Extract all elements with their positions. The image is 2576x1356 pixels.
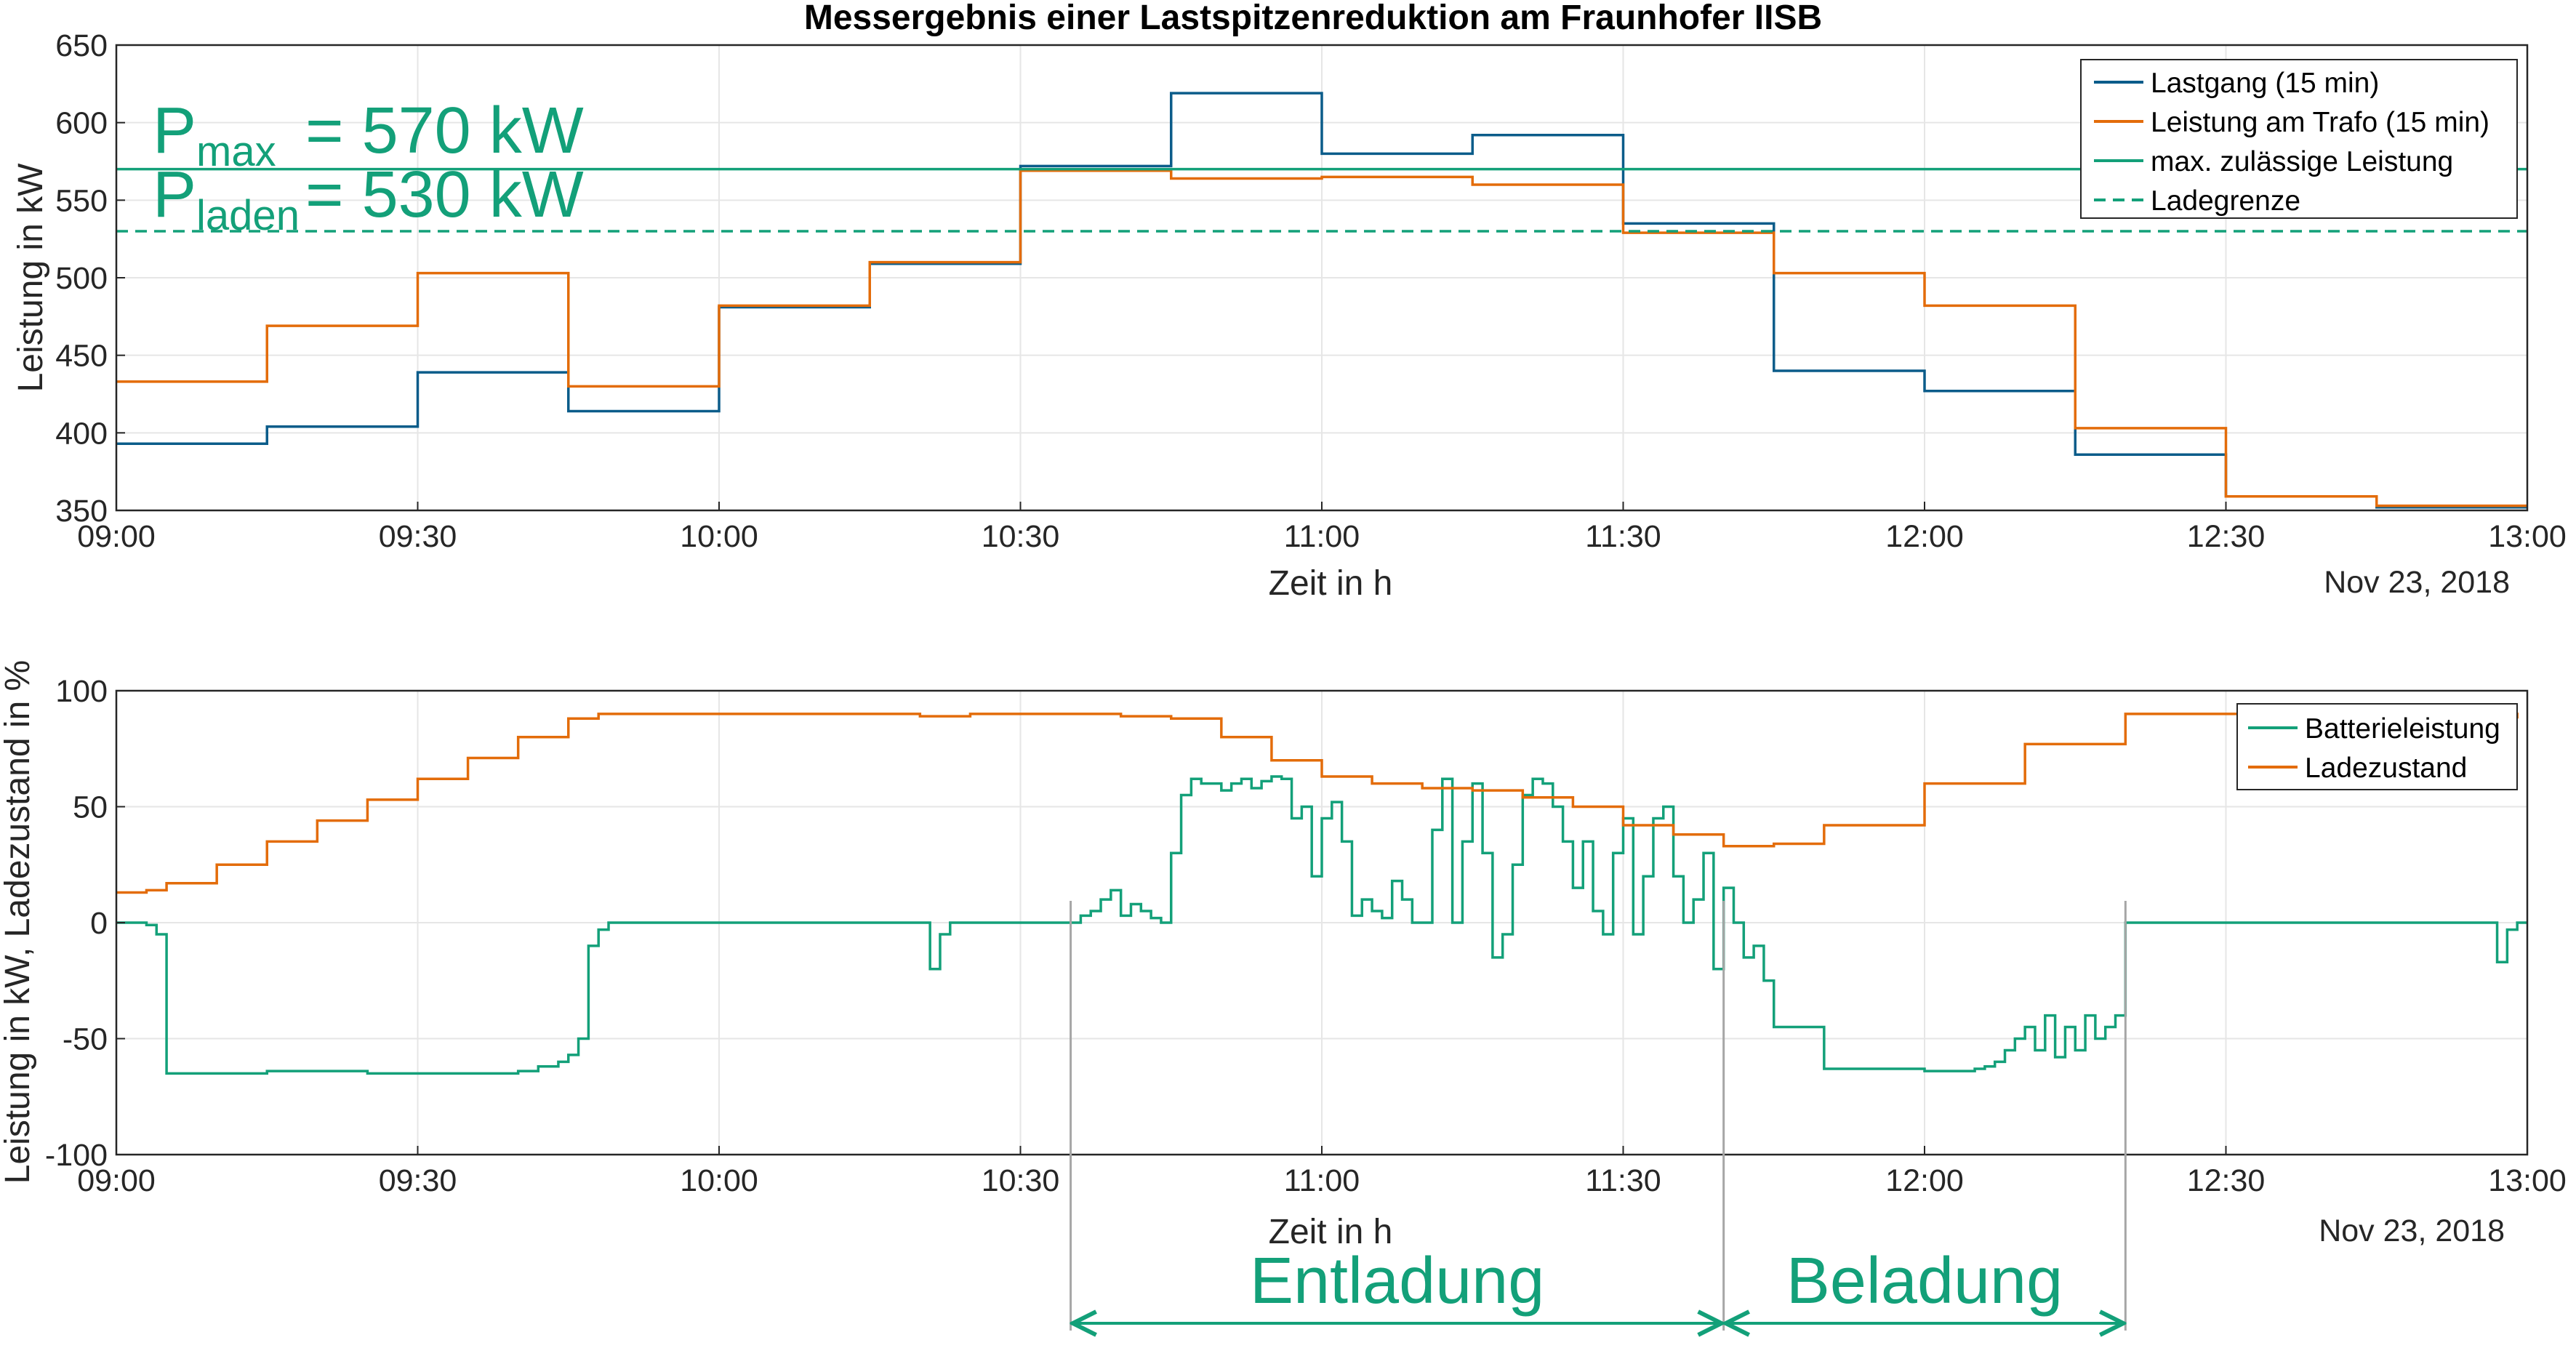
series-line-batterieleistung	[116, 775, 2527, 1075]
top-date-label: Nov 23, 2018	[2324, 565, 2510, 600]
series-line-leistung-am-trafo-15-min	[116, 169, 2527, 508]
pladen-subscript: laden	[196, 192, 300, 239]
y-tick-label: -100	[45, 1138, 108, 1173]
legend-text-soc: Ladezustand	[2305, 753, 2467, 784]
legend-text-lastgang: Lastgang (15 min)	[2151, 68, 2379, 99]
x-tick-label: 11:00	[1284, 519, 1360, 554]
x-tick-label: 13:00	[2488, 519, 2567, 554]
bottom-xlabel: Zeit in h	[1269, 1213, 1393, 1251]
legend-text-trafo: Leistung am Trafo (15 min)	[2151, 107, 2489, 138]
x-tick-label: 10:30	[982, 519, 1060, 554]
pmax-subscript: max	[196, 128, 276, 175]
pmax-annotation: Pmax	[153, 95, 276, 175]
x-tick-label: 10:30	[982, 1163, 1060, 1198]
x-tick-label: 12:30	[2187, 1163, 2266, 1198]
x-tick-label: 12:00	[1885, 519, 1964, 554]
top-legend: Lastgang (15 min) Leistung am Trafo (15 …	[2080, 59, 2518, 219]
chart-title: Messergebnis einer Lastspitzenreduktion …	[804, 0, 1822, 37]
y-tick-label: 600	[55, 106, 108, 141]
x-tick-label: 10:00	[680, 1163, 758, 1198]
x-tick-label: 11:30	[1585, 519, 1661, 554]
y-tick-label: 500	[55, 261, 108, 296]
phase-label: Entladung	[1250, 1245, 1544, 1317]
bottom-legend-box	[2236, 703, 2518, 790]
x-tick-label: 11:30	[1585, 1163, 1661, 1198]
pladen-value: = 530 kW	[305, 159, 584, 231]
legend-text-batterie: Batterieleistung	[2305, 713, 2500, 745]
y-tick-label: 350	[55, 494, 108, 529]
x-tick-label: 09:30	[379, 1163, 457, 1198]
phase-annotations: Entladung Beladung	[1070, 901, 2127, 1331]
series-line-ladezustand	[116, 713, 2519, 894]
y-tick-label: 400	[55, 416, 108, 451]
y-tick-label: 650	[55, 28, 108, 63]
pladen-annotation: Pladen	[153, 159, 300, 239]
x-tick-label: 12:00	[1885, 1163, 1964, 1198]
x-tick-label: 12:30	[2187, 519, 2266, 554]
legend-text-max: max. zulässige Leistung	[2151, 146, 2453, 177]
bottom-date-label: Nov 23, 2018	[2319, 1213, 2505, 1248]
bottom-series-group	[116, 713, 2527, 1075]
pmax-prefix: P	[153, 95, 196, 167]
pmax-value: = 570 kW	[305, 95, 584, 167]
x-tick-label: 10:00	[680, 519, 758, 554]
y-tick-label: 450	[55, 339, 108, 374]
bottom-chart: 09:00 09:30 10:00 10:30 11:00 11:30 12:00 12:30…	[0, 660, 2567, 1331]
y-tick-label: 550	[55, 183, 108, 218]
y-tick-label: -50	[63, 1022, 108, 1057]
x-tick-label: 09:00	[77, 1163, 156, 1198]
x-tick-label: 09:00	[77, 519, 156, 554]
x-tick-label: 13:00	[2488, 1163, 2567, 1198]
top-ylabel: Leistung in kW	[12, 163, 50, 393]
x-tick-label: 11:00	[1284, 1163, 1360, 1198]
legend-text-ladegrenze: Ladegrenze	[2151, 185, 2300, 217]
y-tick-label: 0	[90, 906, 108, 941]
bottom-ticks: 09:00 09:30 10:00 10:30 11:00 11:30 12:00 12:30…	[45, 674, 2567, 1198]
bottom-ylabel: Leistung in kW, Ladezustand in %	[0, 660, 37, 1184]
top-chart: Messergebnis einer Lastspitzenreduktion …	[12, 0, 2567, 603]
y-tick-label: 50	[73, 790, 108, 825]
y-tick-label: 100	[55, 674, 108, 709]
bottom-legend: Batterieleistung Ladezustand	[2236, 703, 2518, 790]
top-ticks: 09:00 09:30 10:00 10:30 11:00 11:30 12:00 12:30…	[55, 28, 2567, 554]
pladen-prefix: P	[153, 159, 196, 231]
x-tick-label: 09:30	[379, 519, 457, 554]
top-xlabel: Zeit in h	[1269, 564, 1393, 603]
top-legend-box	[2080, 59, 2518, 219]
phase-label: Beladung	[1786, 1245, 2063, 1317]
